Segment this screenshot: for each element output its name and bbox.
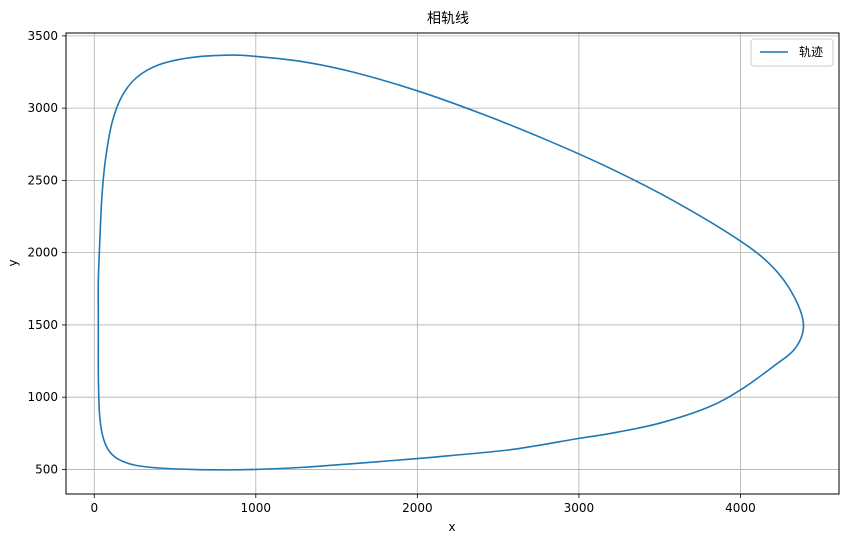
y-axis-ticks: 500 1000 1500 2000 2500 3000 3500 bbox=[27, 29, 66, 476]
y-tick-label: 2000 bbox=[27, 246, 58, 260]
x-axis-ticks: 0 1000 2000 3000 4000 bbox=[90, 494, 756, 515]
y-tick-label: 1500 bbox=[27, 318, 58, 332]
y-tick-label: 1000 bbox=[27, 390, 58, 404]
plot-frame bbox=[65, 32, 840, 495]
x-axis-label: x bbox=[448, 520, 455, 534]
legend-box bbox=[750, 38, 834, 67]
x-tick-label: 2000 bbox=[402, 501, 433, 515]
y-tick-label: 3500 bbox=[27, 29, 58, 43]
series-layer bbox=[97, 54, 805, 471]
trajectory-line bbox=[97, 54, 805, 471]
y-axis-label: y bbox=[6, 259, 20, 266]
y-tick-label: 500 bbox=[35, 462, 58, 476]
y-tick-label: 3000 bbox=[27, 101, 58, 115]
legend: 轨迹 bbox=[750, 38, 834, 67]
chart-title: 相轨线 bbox=[427, 11, 469, 27]
x-tick-label: 0 bbox=[90, 501, 98, 515]
y-tick-label: 2500 bbox=[27, 173, 58, 187]
legend-label: 轨迹 bbox=[799, 45, 823, 59]
x-tick-label: 3000 bbox=[564, 501, 595, 515]
x-tick-label: 4000 bbox=[725, 501, 756, 515]
x-tick-label: 1000 bbox=[241, 501, 272, 515]
